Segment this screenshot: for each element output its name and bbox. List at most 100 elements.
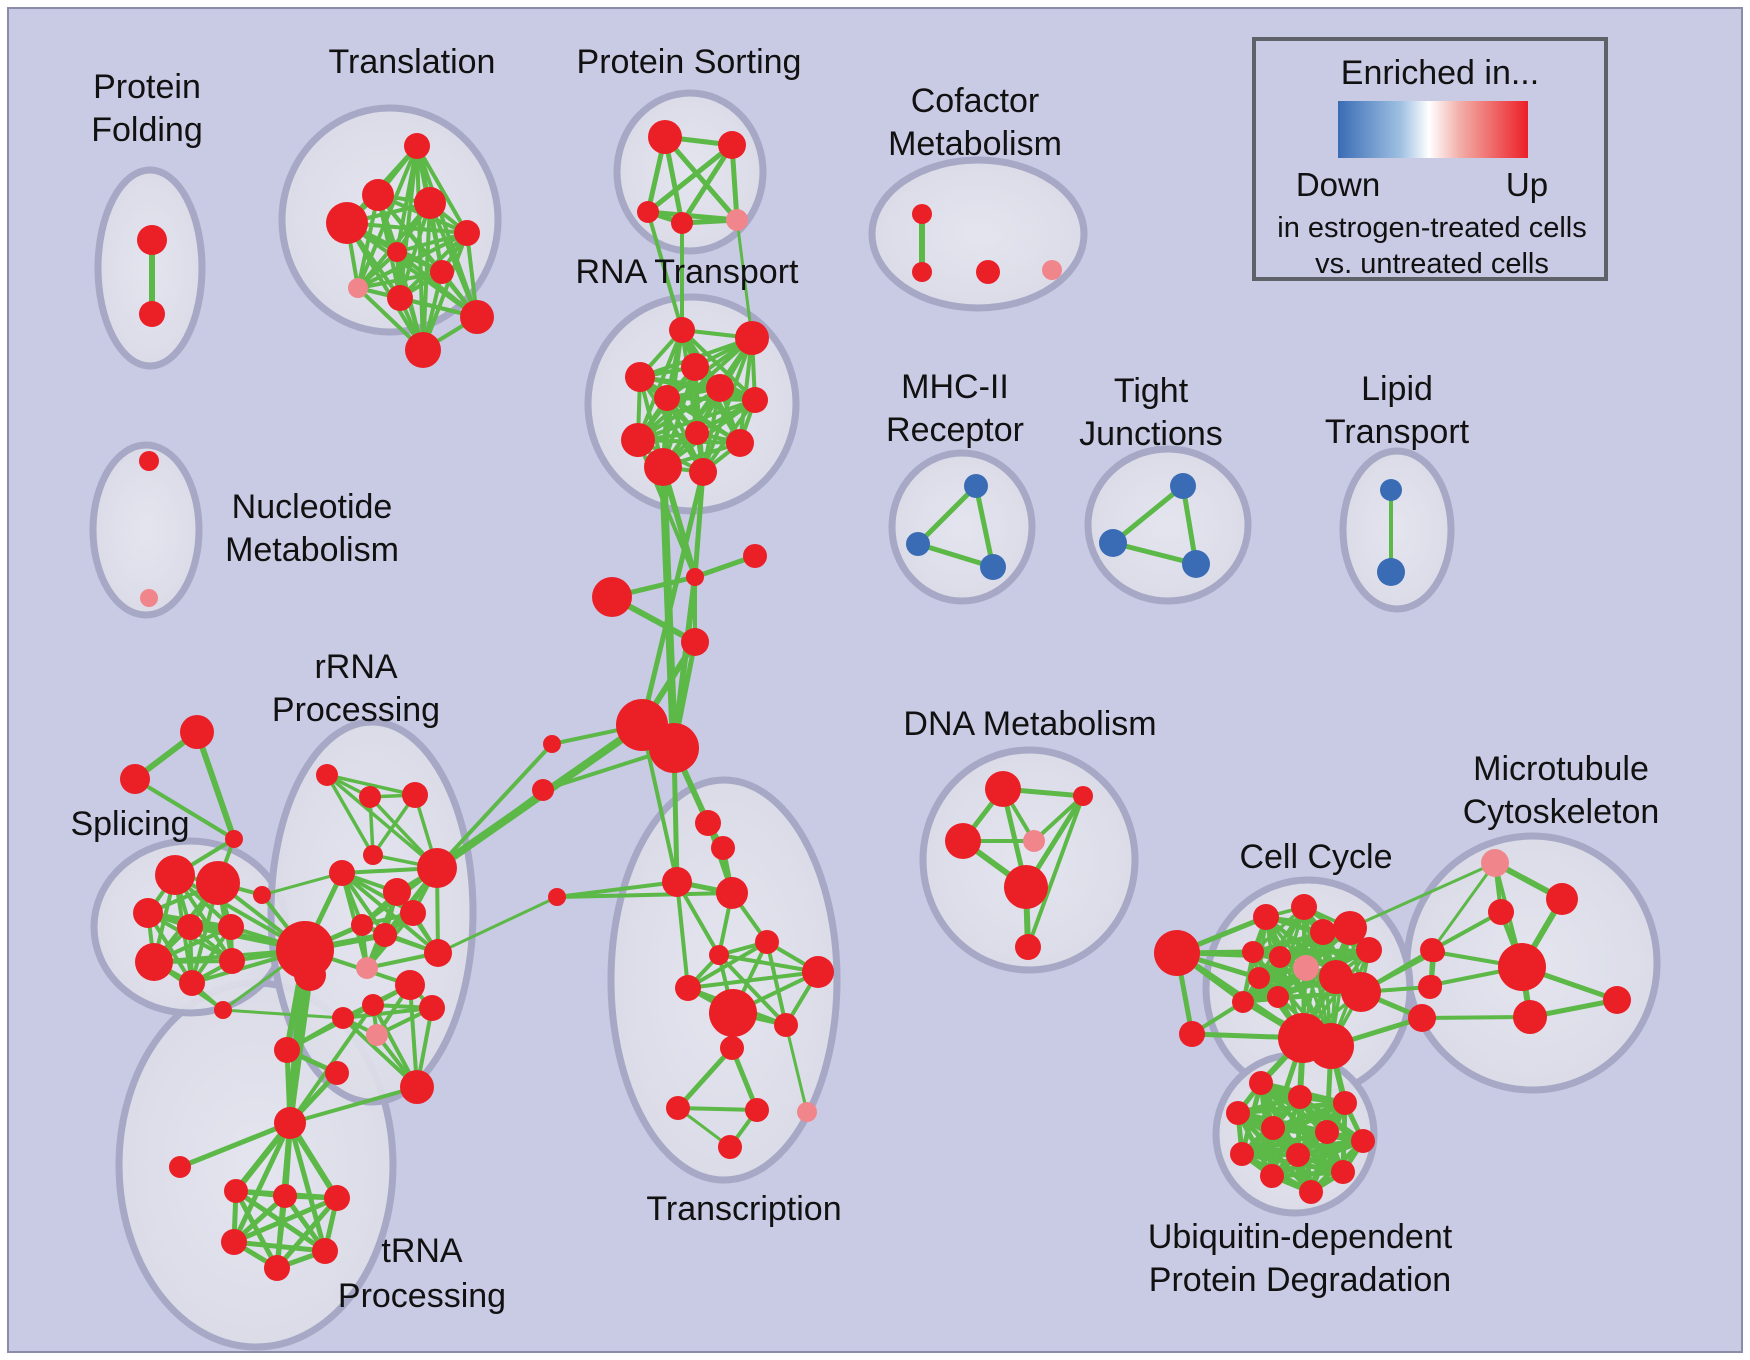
node-TR2 [169,1156,191,1178]
node-PF2 [139,301,165,327]
node-T8 [348,278,368,298]
cluster-label-lipid-transport: Lipid [1361,370,1433,408]
edge [1278,948,1371,959]
node-TC11 [774,1013,798,1037]
node-C15 [1341,972,1381,1012]
node-S6 [135,943,173,981]
node-PS2 [718,131,746,159]
legend-down-label: Down [1296,166,1380,203]
node-H5 [543,735,561,753]
edge [231,1195,340,1245]
node-C12 [1248,967,1270,989]
node-LT2 [1377,558,1405,586]
edge [555,880,679,899]
node-C5 [1310,919,1336,945]
edge [408,983,419,1089]
node-M3 [1488,899,1514,925]
legend: Enriched in... Down Up in estrogen-treat… [1252,37,1608,281]
node-R3 [402,782,428,808]
edge [1110,483,1186,546]
node-M2 [1546,883,1578,915]
edge [686,970,820,990]
node-T10 [460,300,494,334]
cluster-label-protein-sorting: Protein Sorting [577,43,802,81]
node-NM2 [140,589,158,607]
edge [555,891,734,899]
node-PS4 [671,212,693,234]
node-T4 [414,187,446,219]
node-D3 [945,823,981,859]
node-M5 [1422,975,1442,995]
edge [231,1120,293,1245]
node-S1 [155,855,195,895]
node-TB [274,1107,306,1139]
node-RT5 [706,374,734,402]
node-TC4 [716,877,748,909]
edge [194,729,237,842]
node-C7 [1356,937,1382,963]
node-R11 [424,939,452,967]
node-RT9 [621,423,655,457]
edge [717,953,788,1027]
node-CM2 [912,262,932,282]
node-C2 [1179,1021,1205,1047]
node-M8 [1603,986,1631,1014]
edge [738,336,754,445]
node-S4 [177,914,203,940]
cluster-bubble-nucleotide-metabolism [89,441,203,619]
node-RT3 [681,353,709,381]
node-TC2 [711,836,735,860]
node-X1 [180,715,214,749]
cluster-label-splicing: Splicing [70,805,189,843]
node-TC6 [755,930,779,954]
node-H6 [532,779,554,801]
cluster-label-transcription: Transcription [646,1190,841,1228]
node-RT8 [685,421,709,445]
node-D2 [1073,786,1093,806]
edge [1110,540,1199,567]
edge [662,134,740,223]
node-R10 [417,848,457,888]
edge [675,1045,735,1111]
edge [735,218,754,340]
node-C10 [1293,955,1319,981]
node-TR3 [224,1179,248,1203]
legend-caption-line1: in estrogen-treated cells [1277,212,1587,244]
node-U6 [1315,1120,1339,1144]
cluster-label-trna-processing: tRNA [381,1232,463,1270]
node-M1 [1481,849,1509,877]
edge [671,574,698,751]
node-C4 [1291,894,1317,920]
node-C3 [1253,904,1279,930]
edge [274,1195,340,1271]
cluster-label-mhc-ii-receptor: MHC-II [901,368,1009,406]
node-D5 [1004,865,1048,909]
node-R8 [351,914,373,936]
node-RT4 [625,362,655,392]
node-HUB2 [294,959,326,991]
node-S7 [179,970,205,996]
node-PS5 [726,209,748,231]
node-T2 [326,202,368,244]
legend-box [1252,37,1608,281]
legend-gradient-bar [1338,101,1528,158]
edge [640,723,679,884]
cluster-label-tight-junctions: Junctions [1079,415,1223,453]
node-S2 [196,861,240,905]
node-RT1 [669,317,695,343]
edge [288,1085,419,1125]
edge [646,210,684,332]
cluster-label-ubiquitin-degradation: Protein Degradation [1149,1261,1451,1299]
node-T7 [430,260,454,284]
node-RT6 [654,385,680,411]
node-C18 [1408,1004,1436,1032]
edge [1430,910,1503,952]
node-TC12 [720,1036,744,1060]
node-TC9 [802,956,834,988]
edge [1420,1015,1532,1020]
node-R4 [329,860,355,886]
cluster-label-cell-cycle: Cell Cycle [1239,838,1392,876]
node-TC13 [666,1096,690,1120]
node-D4 [1023,830,1045,852]
cluster-label-trna-processing: Processing [338,1277,506,1315]
